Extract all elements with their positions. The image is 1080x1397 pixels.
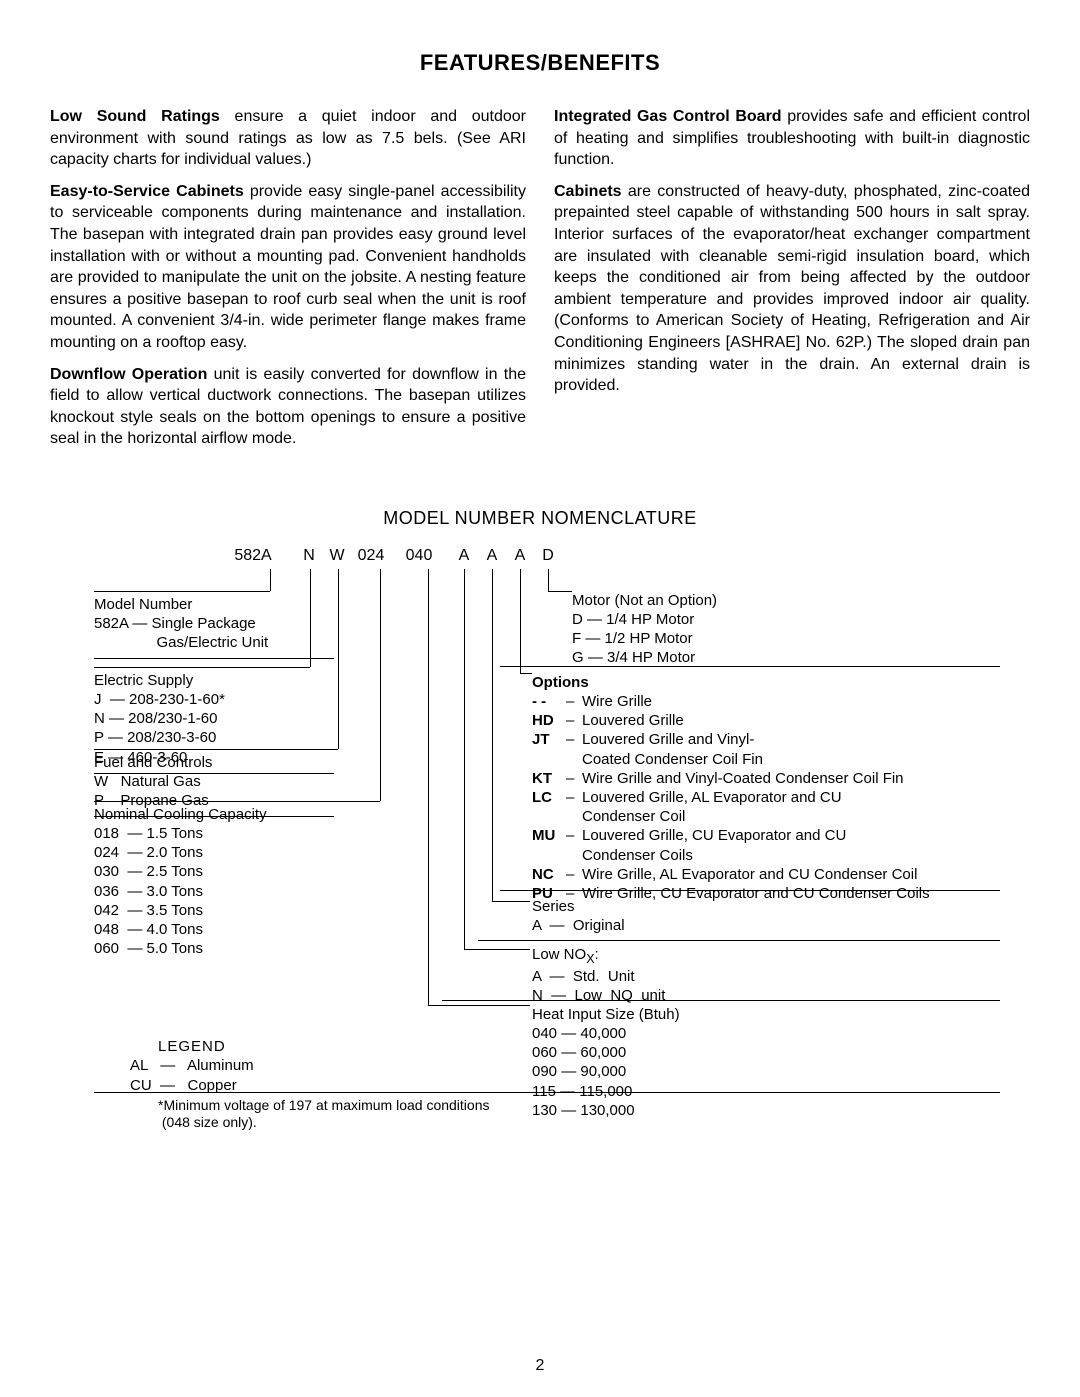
group-line: A — Original <box>532 916 952 935</box>
features-columns: Low Sound Ratings ensure a quiet indoor … <box>50 106 1030 460</box>
group-line: W Natural Gas <box>94 772 334 791</box>
paragraph: Low Sound Ratings ensure a quiet indoor … <box>50 106 526 171</box>
group-line: 060 — 5.0 Tons <box>94 939 354 958</box>
model-code-segment: D <box>523 547 573 565</box>
group-title: Heat Input Size (Btuh) <box>532 1005 952 1024</box>
group-line: N — 208/230-1-60 <box>94 709 334 728</box>
group-line: F — 1/2 HP Motor <box>572 629 992 648</box>
paragraph: Cabinets are constructed of heavy-duty, … <box>554 181 1030 397</box>
group-line: J — 208-230-1-60* <box>94 690 334 709</box>
group-line: D — 1/4 HP Motor <box>572 610 992 629</box>
page-title: FEATURES/BENEFITS <box>50 50 1030 76</box>
group-model-number: Model Number582A — Single Package Gas/El… <box>94 595 334 662</box>
option-row: KT–Wire Grille and Vinyl-Coated Condense… <box>532 769 1004 788</box>
paragraph: Integrated Gas Control Board provides sa… <box>554 106 1030 171</box>
page-number: 2 <box>0 1357 1080 1375</box>
group-line: G — 3/4 HP Motor <box>572 648 992 667</box>
group-title: Nominal Cooling Capacity <box>94 805 354 824</box>
option-row: MU–Louvered Grille, CU Evaporator and CU <box>532 826 1004 845</box>
paragraph: Downflow Operation unit is easily conver… <box>50 364 526 450</box>
model-code-segment: 582A <box>228 547 278 565</box>
group-line: 040 — 40,000 <box>532 1024 952 1043</box>
option-row-cont: Condenser Coil <box>532 807 1004 826</box>
model-code-segment: 024 <box>346 547 396 565</box>
option-row: HD–Louvered Grille <box>532 711 1004 730</box>
nomenclature-diagram: 582ANW024040AAAD Model Number582A — Sing… <box>70 547 1010 1107</box>
option-row: NC–Wire Grille, AL Evaporator and CU Con… <box>532 865 1004 884</box>
option-row-cont: Condenser Coils <box>532 846 1004 865</box>
option-row: JT–Louvered Grille and Vinyl- <box>532 730 1004 749</box>
group-cooling-capacity: Nominal Cooling Capacity018 — 1.5 Tons02… <box>94 805 354 959</box>
group-title: Fuel and Controls <box>94 753 334 772</box>
group-title: Electric Supply <box>94 671 334 690</box>
group-line: N — Low NQ unit <box>532 986 952 1005</box>
group-title: Low NOX: <box>532 945 952 967</box>
group-heat-input: Heat Input Size (Btuh)040 — 40,000060 — … <box>532 1005 952 1120</box>
group-line: 090 — 90,000 <box>532 1062 952 1081</box>
nomenclature-title: MODEL NUMBER NOMENCLATURE <box>50 508 1030 529</box>
group-line: 024 — 2.0 Tons <box>94 843 354 862</box>
group-line: P — 208/230-3-60 <box>94 728 334 747</box>
group-line: 018 — 1.5 Tons <box>94 824 354 843</box>
group-title: Model Number <box>94 595 334 614</box>
group-line: 060 — 60,000 <box>532 1043 952 1062</box>
group-lownox: Low NOX:A — Std. UnitN — Low NQ unit <box>532 945 952 1005</box>
group-line: 036 — 3.0 Tons <box>94 882 354 901</box>
option-row: LC–Louvered Grille, AL Evaporator and CU <box>532 788 1004 807</box>
legend-title: LEGEND <box>130 1037 254 1057</box>
option-row: - -–Wire Grille <box>532 692 1004 711</box>
group-motor: Motor (Not an Option)D — 1/4 HP MotorF —… <box>572 591 992 668</box>
footnote: *Minimum voltage of 197 at maximum load … <box>158 1097 490 1132</box>
group-line: 048 — 4.0 Tons <box>94 920 354 939</box>
group-options: Options- -–Wire GrilleHD–Louvered Grille… <box>532 673 1004 903</box>
group-title: Motor (Not an Option) <box>572 591 992 610</box>
option-row-cont: Coated Condenser Coil Fin <box>532 750 1004 769</box>
group-title: Series <box>532 897 952 916</box>
group-line: A — Std. Unit <box>532 967 952 986</box>
group-line: 030 — 2.5 Tons <box>94 862 354 881</box>
group-line: 042 — 3.5 Tons <box>94 901 354 920</box>
model-code-segment: 040 <box>394 547 444 565</box>
legend-box: LEGEND AL — Aluminum CU — Copper <box>130 1037 254 1096</box>
group-line: 130 — 130,000 <box>532 1101 952 1120</box>
group-title: Options <box>532 673 1004 692</box>
paragraph: Easy-to-Service Cabinets provide easy si… <box>50 181 526 354</box>
group-line: Gas/Electric Unit <box>94 633 334 652</box>
group-series: SeriesA — Original <box>532 897 952 935</box>
group-line: 582A — Single Package <box>94 614 334 633</box>
